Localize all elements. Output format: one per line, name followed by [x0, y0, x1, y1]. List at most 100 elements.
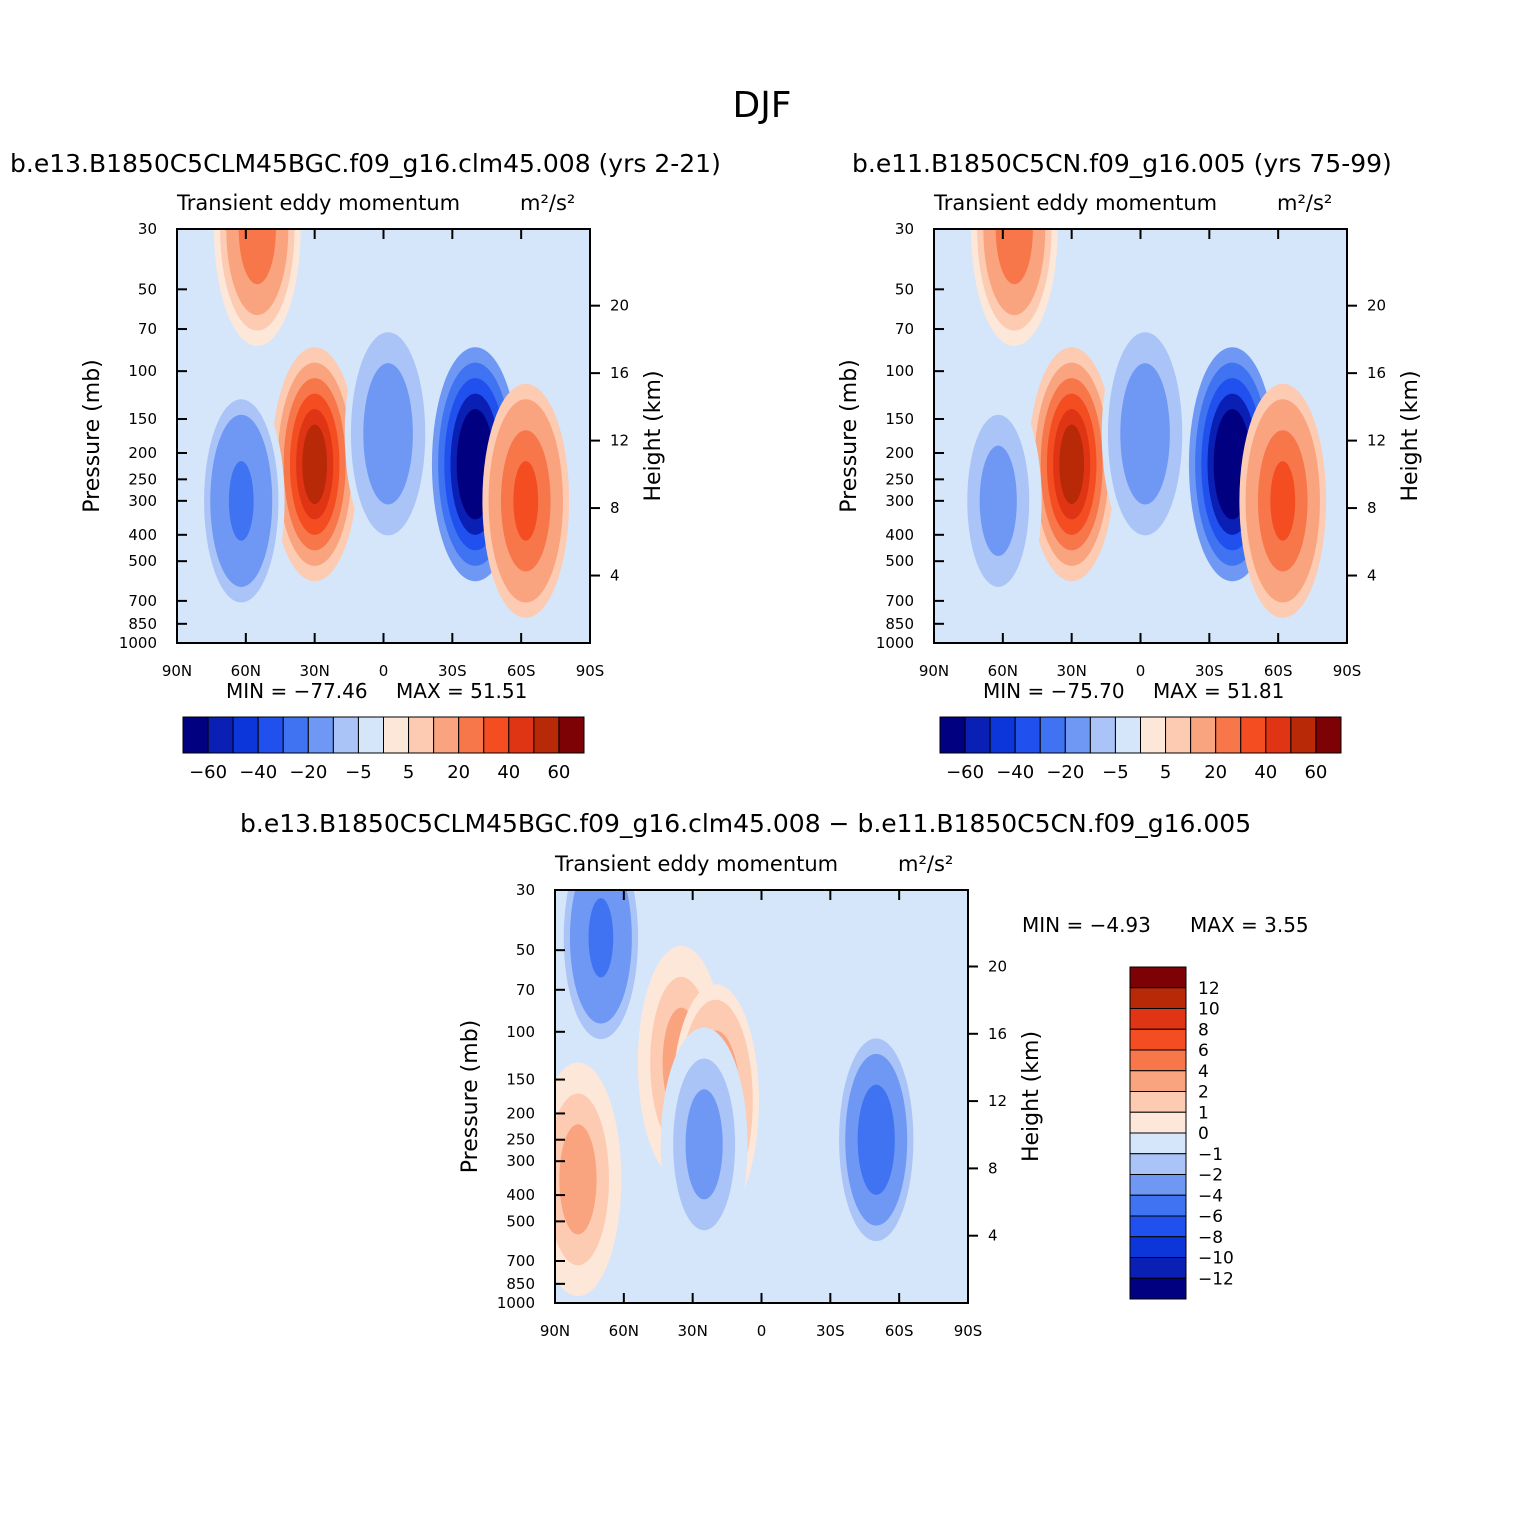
y2-tick-label: 8 — [1367, 499, 1377, 517]
x-tick-label: 60S — [885, 1322, 914, 1340]
colorbar-label: −60 — [189, 762, 227, 783]
colorbar-swatch — [558, 716, 585, 754]
y-tick-label: 850 — [885, 615, 914, 633]
y-tick-label: 250 — [128, 470, 157, 488]
colorbar-label: −1 — [1198, 1145, 1223, 1165]
diff-case-title: b.e13.B1850C5CLM45BGC.f09_g16.clm45.008 … — [240, 809, 1252, 838]
x-tick-label: 90N — [540, 1322, 570, 1340]
colorbar-label: −8 — [1198, 1228, 1223, 1248]
y2-axis-label: Height (km) — [641, 370, 666, 501]
y-tick-label: 250 — [506, 1131, 535, 1149]
colorbar-label: 10 — [1198, 1000, 1220, 1020]
y2-tick-label: 8 — [610, 499, 620, 517]
x-tick-label: 60S — [507, 662, 536, 680]
right-max-label: MAX = 51.81 — [1153, 679, 1285, 703]
x-tick-label: 30N — [1057, 662, 1087, 680]
colorbar-swatch — [408, 716, 435, 754]
colorbar-label: −10 — [1198, 1249, 1234, 1269]
y-tick-label: 1000 — [876, 634, 914, 652]
colorbar-swatch — [1129, 1132, 1187, 1155]
colorbar-label: 1 — [1198, 1103, 1209, 1123]
colorbar-swatch — [282, 716, 309, 754]
x-tick-label: 90N — [162, 662, 192, 680]
y-tick-label: 30 — [138, 220, 157, 238]
y-tick-label: 30 — [516, 881, 535, 899]
y-tick-label: 400 — [506, 1186, 535, 1204]
colorbar-label: −20 — [289, 762, 327, 783]
x-tick-label: 30S — [438, 662, 467, 680]
x-tick-label: 90N — [919, 662, 949, 680]
colorbar-swatch — [1165, 716, 1192, 754]
colorbar-swatch — [433, 716, 460, 754]
colorbar-label: −40 — [239, 762, 277, 783]
y2-tick-label: 20 — [610, 297, 629, 315]
colorbar-swatch — [1114, 716, 1141, 754]
x-tick-label: 90S — [1333, 662, 1362, 680]
y-tick-label: 200 — [506, 1104, 535, 1122]
colorbar-swatch — [207, 716, 234, 754]
colorbar-swatch — [1129, 1215, 1187, 1238]
colorbar-label: 20 — [447, 762, 470, 783]
diff-max-label: MAX = 3.55 — [1190, 913, 1309, 937]
colorbar-label: 0 — [1198, 1124, 1209, 1144]
x-tick-label: 90S — [954, 1322, 983, 1340]
colorbar-label: 8 — [1198, 1020, 1209, 1040]
colorbar-swatch — [1290, 716, 1317, 754]
colorbar-label: 60 — [1304, 762, 1327, 783]
colorbar-swatch — [1129, 1153, 1187, 1175]
heatmap-reference_case — [934, 229, 1347, 643]
x-tick-label: 30S — [1195, 662, 1224, 680]
contour-4-5 — [985, 461, 1011, 541]
left-min-label: MIN = −77.46 — [226, 679, 368, 703]
colorbar-swatch — [458, 716, 485, 754]
colorbar-swatch — [1129, 1028, 1187, 1051]
colorbar-swatch — [357, 716, 384, 754]
y-tick-label: 500 — [128, 552, 157, 570]
colorbar-label: 40 — [497, 762, 520, 783]
colorbar-label: 40 — [1254, 762, 1277, 783]
y2-tick-label: 12 — [610, 432, 629, 450]
colorbar-label: −5 — [1102, 762, 1129, 783]
right-units: m²/s² — [1277, 191, 1333, 215]
y-tick-label: 400 — [128, 526, 157, 544]
colorbar-label: −40 — [996, 762, 1034, 783]
y-tick-label: 150 — [128, 410, 157, 428]
y-tick-label: 700 — [506, 1252, 535, 1270]
y2-axis-label: Height (km) — [1019, 1031, 1044, 1162]
x-tick-label: 60N — [988, 662, 1018, 680]
colorbar-swatch — [1014, 716, 1041, 754]
contour-1-5 — [1219, 424, 1245, 504]
colorbar-swatch — [1190, 716, 1217, 754]
colorbar-swatch — [1140, 716, 1167, 754]
y-tick-label: 400 — [885, 526, 914, 544]
y-tick-label: 850 — [128, 615, 157, 633]
contour-3-5 — [513, 461, 539, 541]
y-tick-label: 70 — [516, 981, 535, 999]
left-case-title: b.e13.B1850C5CLM45BGC.f09_g16.clm45.008 … — [10, 149, 721, 178]
y-axis-label: Pressure (mb) — [458, 1020, 483, 1174]
colorbar-label: 2 — [1198, 1083, 1209, 1103]
x-tick-label: 0 — [379, 662, 389, 680]
y-tick-label: 30 — [895, 220, 914, 238]
colorbar-swatch — [939, 716, 966, 754]
heatmap-control_case — [177, 229, 590, 643]
y-tick-label: 700 — [128, 592, 157, 610]
y-tick-label: 700 — [885, 592, 914, 610]
contour-5-5 — [691, 1104, 717, 1184]
colorbar-swatch — [1129, 1236, 1187, 1258]
contour-5-5 — [1132, 394, 1158, 474]
x-tick-label: 0 — [1136, 662, 1146, 680]
diff-units: m²/s² — [898, 852, 954, 876]
contour-5-5 — [375, 394, 401, 474]
colorbar-swatch — [1129, 1049, 1187, 1072]
colorbar-swatch — [182, 716, 209, 754]
y-tick-label: 150 — [506, 1071, 535, 1089]
y2-tick-label: 12 — [1367, 432, 1386, 450]
y2-tick-label: 16 — [610, 364, 629, 382]
contour-2-5 — [244, 229, 270, 269]
x-tick-label: 60N — [231, 662, 261, 680]
contour-2-5 — [1001, 229, 1027, 269]
y-tick-label: 100 — [506, 1023, 535, 1041]
y2-tick-label: 12 — [988, 1092, 1007, 1110]
